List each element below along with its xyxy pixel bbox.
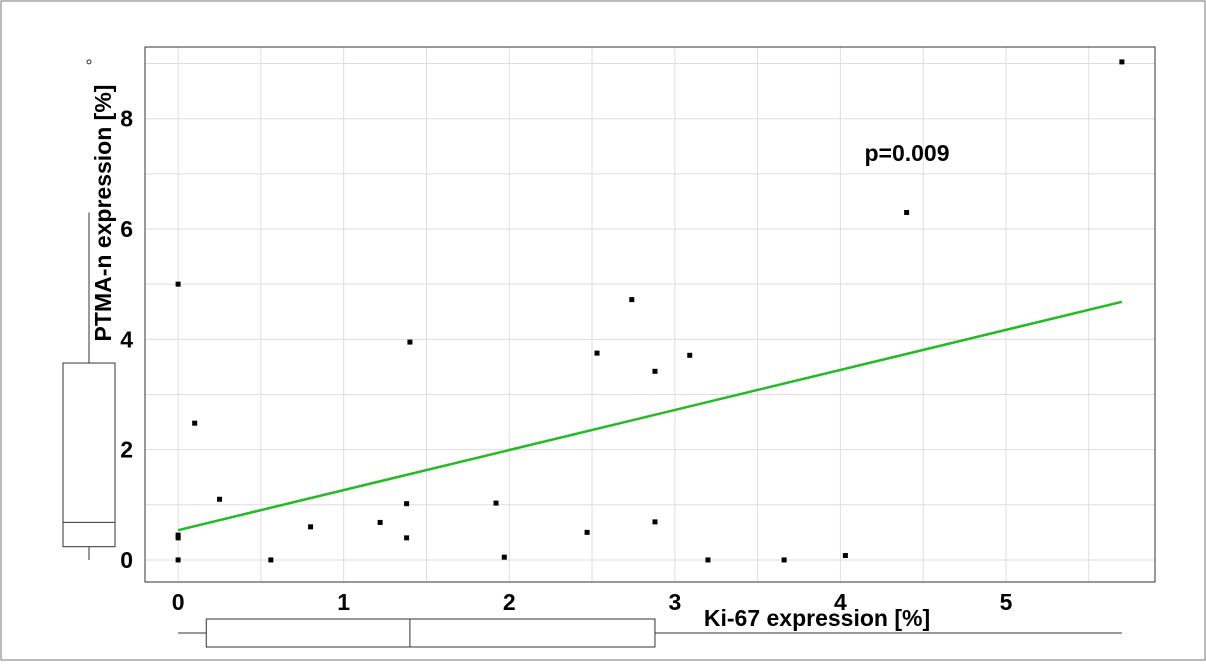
y-box-outlier (86, 59, 92, 65)
x-tick-label: 1 (337, 589, 350, 615)
x-tick-label: 3 (668, 589, 681, 615)
data-point (192, 420, 198, 426)
data-point (404, 535, 410, 541)
plot-area-frame (144, 46, 1156, 583)
y-axis-label: PTMA-n expression [%] (90, 85, 116, 342)
y-tick-label: 8 (120, 106, 133, 132)
data-point (175, 535, 181, 541)
data-point (584, 529, 590, 535)
data-point (308, 524, 314, 530)
data-point (1119, 59, 1125, 65)
x-tick-label: 4 (834, 589, 847, 615)
data-point (175, 532, 181, 538)
data-point (629, 297, 635, 303)
data-point (687, 352, 693, 358)
y-tick-label: 6 (120, 216, 133, 242)
x-tick-label: 0 (172, 589, 185, 615)
regression-line (177, 300, 1123, 532)
x-tick-label: 5 (1000, 589, 1013, 615)
y-tick-label: 2 (120, 437, 133, 463)
x-marginal-boxplot (178, 618, 1122, 648)
points-layer (175, 59, 1125, 563)
data-point (493, 500, 499, 506)
y-marginal-boxplot (62, 59, 116, 560)
data-point (904, 209, 910, 215)
data-point (377, 519, 383, 525)
y-tick-label: 4 (120, 326, 133, 352)
fit-line-layer (177, 300, 1123, 532)
data-point (175, 557, 181, 563)
data-point (842, 553, 848, 559)
x-box-iqr (205, 618, 656, 648)
p-value-annotation: p=0.009 (864, 140, 949, 166)
data-point (652, 368, 658, 374)
data-point (175, 281, 181, 287)
data-point (407, 339, 413, 345)
x-axis-label: Ki-67 expression [%] (704, 605, 930, 631)
data-point (652, 519, 658, 525)
data-point (705, 557, 711, 563)
data-point (594, 350, 600, 356)
x-tick-labels: 0 1 2 3 4 5 (172, 589, 1013, 615)
data-point (404, 501, 410, 507)
data-point (781, 557, 787, 563)
y-tick-label: 0 (120, 547, 133, 573)
data-point (217, 496, 223, 502)
data-point (268, 557, 274, 563)
y-box-iqr (62, 362, 116, 548)
y-tick-labels: 0 2 4 6 8 (120, 106, 133, 573)
grid (145, 47, 1155, 582)
data-point (501, 554, 507, 560)
x-tick-label: 2 (503, 589, 516, 615)
